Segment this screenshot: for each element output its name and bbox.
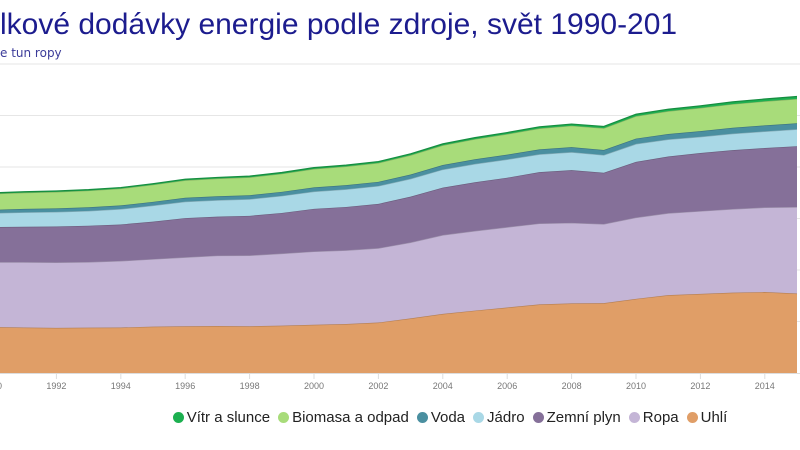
chart-subtitle: e tun ropy [0,46,62,60]
legend-label: Uhlí [700,409,728,426]
legend-dot-icon [278,412,290,423]
x-tick-label: 1994 [111,381,131,391]
legend-item[interactable]: Ropa [628,409,679,426]
area-biomasa-a-odpad [0,98,797,210]
legend-dot-icon [628,412,640,423]
x-tick-label: 2014 [755,381,775,391]
x-tick-label: 2008 [562,381,582,391]
area-jádro [0,129,797,228]
x-tick-label: 1998 [240,381,260,391]
area-edge [0,95,798,194]
legend-label: Zemní plyn [546,409,621,426]
x-tick-label: 1990 [0,381,2,391]
area-uhlí [0,292,797,373]
legend-item[interactable]: Uhlí [686,409,728,426]
area-zemní-plyn [0,146,797,263]
legend-dot-icon [416,412,428,423]
x-tick-label: 2000 [304,381,324,391]
x-tick-label: 2002 [368,381,388,391]
area-ropa [0,206,797,328]
legend-item[interactable]: Vítr a slunce [172,409,271,426]
legend-dot-icon [172,412,184,423]
legend-dot-icon [686,412,698,423]
legend-item[interactable]: Voda [416,409,466,426]
legend-label: Vítr a slunce [186,409,271,426]
legend-dot-icon [473,412,485,423]
legend-dot-icon [532,412,544,423]
legend-label: Voda [430,409,466,426]
x-tick-label: 2004 [433,381,453,391]
area-voda [0,123,797,213]
x-tick-label: 1996 [175,381,195,391]
legend: Vítr a slunce Biomasa a odpad Voda Jádro Zem… [0,409,800,426]
x-tick-label: 1992 [46,381,66,391]
legend-label: Biomasa a odpad [292,409,409,426]
legend-item[interactable]: Biomasa a odpad [278,409,409,426]
legend-label: Ropa [642,409,679,426]
x-tick-label: 2012 [690,381,710,391]
x-tick-label: 2006 [497,381,517,391]
legend-item[interactable]: Jádro [473,409,525,426]
x-tick-label: 2010 [626,381,646,391]
legend-item[interactable]: Zemní plyn [532,409,621,426]
area-edge [0,122,798,211]
chart-title: lkové dodávky energie podle zdroje, svět… [0,8,678,41]
legend-label: Jádro [487,409,525,426]
